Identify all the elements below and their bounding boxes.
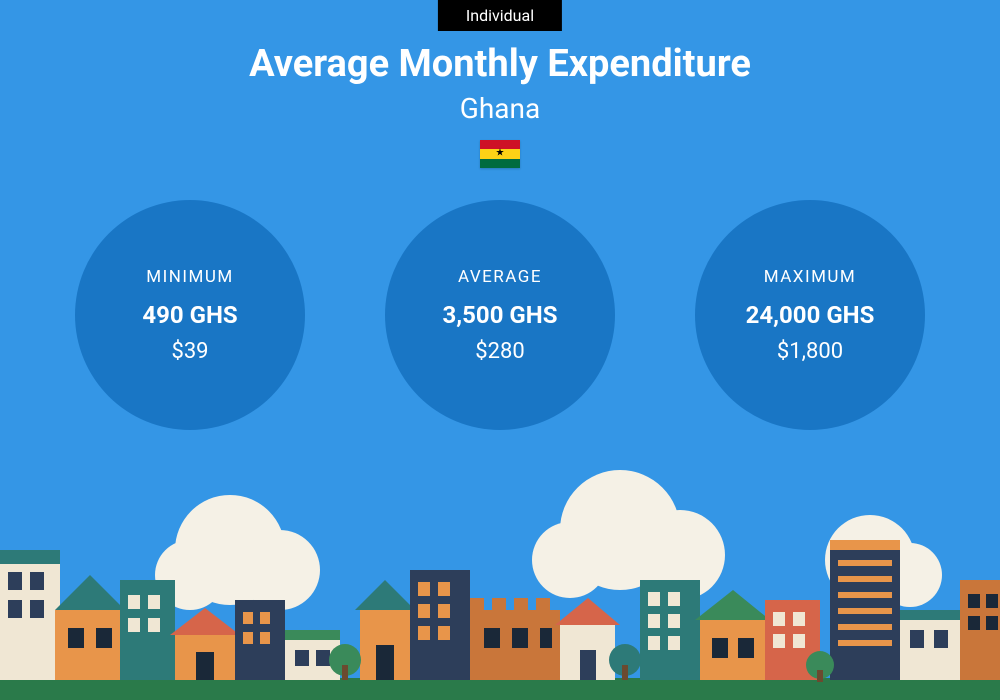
stat-value-local: 3,500 GHS — [442, 301, 557, 329]
stat-value-usd: $1,800 — [777, 339, 843, 364]
infographic-canvas: Individual Average Monthly Expenditure G… — [0, 0, 1000, 700]
stat-label: MAXIMUM — [764, 267, 857, 287]
stat-value-local: 24,000 GHS — [746, 301, 875, 329]
stat-value-local: 490 GHS — [142, 301, 237, 329]
flag-stripe-bottom — [480, 159, 520, 168]
flag-stripe-middle: ★ — [480, 149, 520, 158]
cityscape-illustration — [0, 460, 1000, 700]
category-badge: Individual — [438, 0, 562, 31]
page-subtitle: Ghana — [0, 92, 1000, 125]
stat-circle-minimum: MINIMUM 490 GHS $39 — [75, 200, 305, 430]
stat-label: AVERAGE — [458, 267, 542, 287]
page-title: Average Monthly Expenditure — [0, 42, 1000, 86]
flag-star-icon: ★ — [496, 148, 505, 158]
stat-circles-row: MINIMUM 490 GHS $39 AVERAGE 3,500 GHS $2… — [0, 200, 1000, 430]
stat-value-usd: $39 — [171, 339, 208, 364]
stat-value-usd: $280 — [475, 339, 524, 364]
stat-circle-average: AVERAGE 3,500 GHS $280 — [385, 200, 615, 430]
stat-label: MINIMUM — [146, 267, 233, 287]
stat-circle-maximum: MAXIMUM 24,000 GHS $1,800 — [695, 200, 925, 430]
flag-icon: ★ — [480, 140, 520, 168]
